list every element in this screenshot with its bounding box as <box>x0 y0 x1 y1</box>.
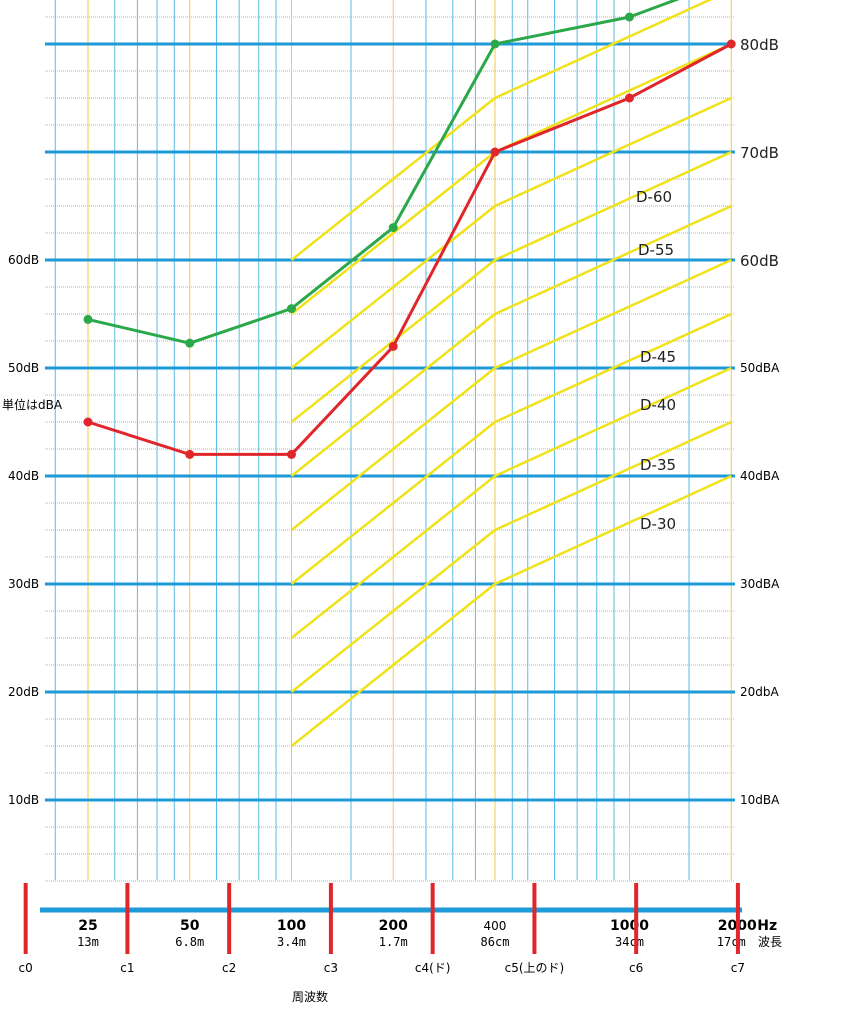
y-tick-right-20: 20dbA <box>740 685 780 699</box>
d-curve-0 <box>290 0 713 261</box>
x-wavelength-2000: 17cm <box>717 935 746 949</box>
note-label-2: c2 <box>222 961 236 975</box>
grid-group <box>45 0 735 882</box>
series-point <box>83 417 93 427</box>
series-point <box>185 449 195 459</box>
d-curve-9 <box>290 474 732 747</box>
y-tick-left-40: 40dB <box>8 469 39 483</box>
x-wavelength-50: 6.8m <box>175 935 204 949</box>
series-point <box>624 12 634 22</box>
x-tick-label-25: 25 <box>78 918 97 934</box>
d-curve-3 <box>290 150 732 423</box>
d-label-D-40: D-40 <box>640 396 676 414</box>
x-axis-label: 周波数 <box>292 989 328 1004</box>
d-label-D-55: D-55 <box>638 241 674 259</box>
y-tick-left-10: 10dB <box>8 793 39 807</box>
series-point <box>726 39 736 49</box>
series-point <box>490 39 500 49</box>
d-curve-5 <box>290 258 732 531</box>
note-label-0: c0 <box>19 961 33 975</box>
x-wavelength-100: 3.4m <box>277 935 306 949</box>
series-point <box>388 223 398 233</box>
wavelength-label: 波長 <box>758 935 782 949</box>
y-tick-right-10: 10dBA <box>740 793 780 807</box>
x-wavelength-400: 86cm <box>481 935 510 949</box>
series-point <box>83 314 93 324</box>
d-curve-7 <box>290 366 732 639</box>
y-tick-left-50: 50dB <box>8 361 39 375</box>
y-tick-left-60: 60dB <box>8 253 39 267</box>
note-label-7: c7 <box>731 961 745 975</box>
series-line-0 <box>87 0 680 345</box>
note-label-5: c5(上のド) <box>505 961 565 975</box>
series-point <box>388 341 398 351</box>
y-tick-right-80: 80dB <box>740 36 779 54</box>
series-point <box>185 338 195 348</box>
y-tick-right-50: 50dBA <box>740 361 780 375</box>
x-tick-label-50: 50 <box>180 918 200 934</box>
d-curves-group <box>290 0 732 747</box>
y-tick-right-30: 30dBA <box>740 577 780 591</box>
hz-suffix: Hz <box>757 918 777 934</box>
note-label-6: c6 <box>629 961 643 975</box>
note-label-3: c3 <box>324 961 338 975</box>
x-tick-label-200: 200 <box>379 918 408 934</box>
x-tick-label-400: 400 <box>484 919 507 933</box>
series-point <box>286 304 296 314</box>
y-tick-right-60: 60dB <box>740 252 779 270</box>
unit-note: 単位はdBA <box>2 397 63 412</box>
d-label-D-35: D-35 <box>640 456 676 474</box>
x-wavelength-1000: 34cm <box>615 935 644 949</box>
series-point <box>624 93 634 103</box>
x-wavelength-25: 13m <box>77 935 99 949</box>
series-point <box>286 449 296 459</box>
d-curve-8 <box>290 420 732 693</box>
series-group <box>83 0 736 459</box>
d-label-D-45: D-45 <box>640 348 676 366</box>
d-label-D-60: D-60 <box>636 188 672 206</box>
x-tick-label-1000: 1000 <box>610 918 649 934</box>
note-label-4: c4(ド) <box>415 961 451 975</box>
d-curve-4 <box>290 204 732 477</box>
y-tick-left-20: 20dB <box>8 685 39 699</box>
d-curve-2 <box>290 96 732 369</box>
series-point <box>490 147 500 157</box>
x-tick-label-100: 100 <box>277 918 306 934</box>
y-tick-left-30: 30dB <box>8 577 39 591</box>
note-label-1: c1 <box>120 961 134 975</box>
x-wavelength-200: 1.7m <box>379 935 408 949</box>
y-tick-right-40: 40dBA <box>740 469 780 483</box>
y-tick-right-70: 70dB <box>740 144 779 162</box>
d-curve-6 <box>290 312 732 585</box>
d-label-D-30: D-30 <box>640 515 676 533</box>
